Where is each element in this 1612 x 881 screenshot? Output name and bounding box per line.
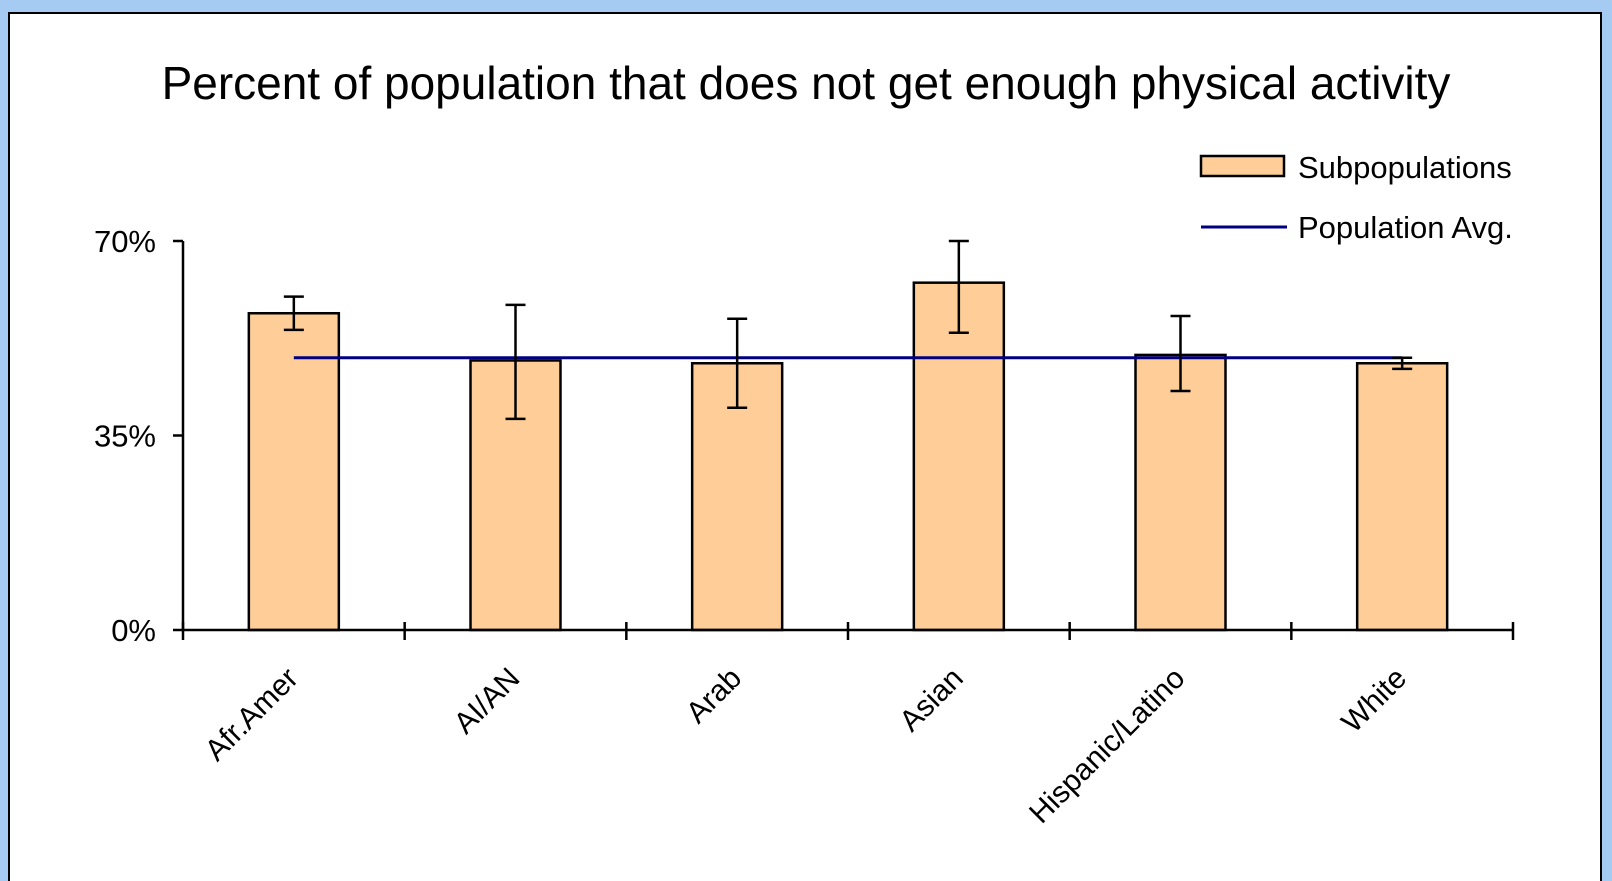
x-tick-label-white: White (1336, 662, 1414, 740)
axes-layer (173, 239, 1515, 640)
bar-afr-amer (247, 311, 341, 632)
bar-hispanic-latino (1134, 353, 1227, 632)
chart-title: Percent of population that does not get … (161, 57, 1451, 109)
x-tick-label-afr-amer: Afr.Amer (199, 662, 305, 768)
bars-layer (247, 281, 1449, 632)
x-tick-label-asian: Asian (893, 662, 969, 738)
x-tick-label-hispanic-latino: Hispanic/Latino (1023, 662, 1191, 830)
bar-white (1355, 362, 1449, 632)
legend: Subpopulations Population Avg. (1199, 150, 1513, 245)
bar-asian (912, 281, 1006, 632)
legend-label-population-avg: Population Avg. (1298, 210, 1513, 245)
x-tick-label-arab: Arab (680, 662, 748, 730)
y-tick-label-35: 35% (94, 419, 156, 454)
error-bars-layer (283, 239, 1413, 421)
legend-label-subpopulations: Subpopulations (1298, 150, 1512, 185)
y-tick-label-0: 0% (111, 613, 156, 648)
y-tick-label-70: 70% (94, 224, 156, 259)
x-tick-label-ai-an: AI/AN (448, 662, 527, 741)
legend-swatch-subpopulations (1199, 154, 1286, 178)
